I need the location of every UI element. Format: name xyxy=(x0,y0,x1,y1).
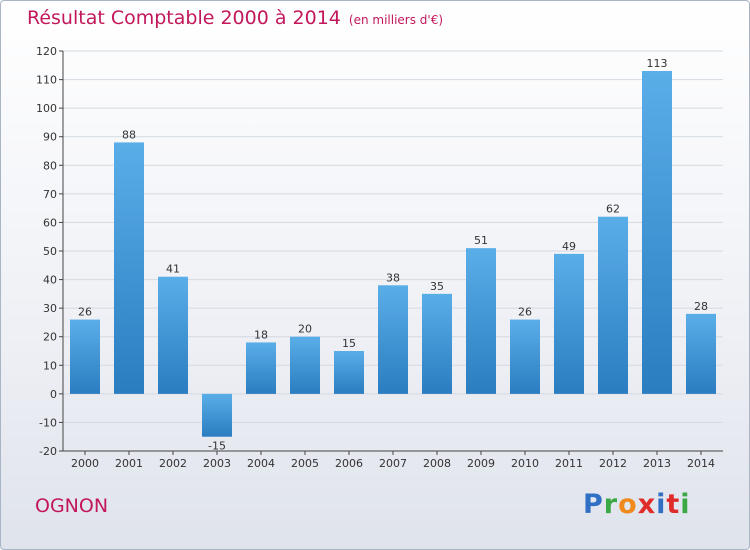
bar xyxy=(290,336,320,394)
y-tick-label: 10 xyxy=(43,359,57,372)
bar xyxy=(686,313,716,394)
data-label: -15 xyxy=(208,440,226,453)
bar xyxy=(70,319,100,394)
title-text: Résultat Comptable 2000 à 2014 xyxy=(27,7,341,29)
y-tick-label: 40 xyxy=(43,274,57,287)
data-label: 88 xyxy=(122,128,136,141)
y-tick-label: 110 xyxy=(36,74,57,87)
logo-letter: x xyxy=(637,489,657,520)
bar xyxy=(554,253,584,394)
y-tick-label: 70 xyxy=(43,188,57,201)
y-tick-label: 20 xyxy=(43,331,57,344)
y-tick-label: 80 xyxy=(43,159,57,172)
bar xyxy=(378,285,408,394)
x-tick-label: 2010 xyxy=(511,457,539,470)
proxiti-logo: Proxiti xyxy=(583,489,691,520)
data-label: 15 xyxy=(342,337,356,350)
x-tick-label: 2006 xyxy=(335,457,363,470)
data-label: 26 xyxy=(78,306,92,319)
logo-letter: r xyxy=(603,489,619,520)
data-label: 38 xyxy=(386,271,400,284)
bar xyxy=(246,342,276,394)
x-tick-label: 2000 xyxy=(71,457,99,470)
x-tick-label: 2014 xyxy=(687,457,715,470)
bar xyxy=(466,248,496,394)
x-tick-label: 2004 xyxy=(247,457,275,470)
bar xyxy=(598,216,628,394)
logo-letter: i xyxy=(656,489,667,520)
x-tick-label: 2002 xyxy=(159,457,187,470)
data-label: 62 xyxy=(606,203,620,216)
bar xyxy=(642,71,672,394)
title-unit: (en milliers d'€) xyxy=(348,13,444,27)
x-tick-label: 2007 xyxy=(379,457,407,470)
y-tick-label: 0 xyxy=(50,388,57,401)
data-label: 49 xyxy=(562,240,576,253)
data-label: 18 xyxy=(254,328,268,341)
y-tick-label: 100 xyxy=(36,102,57,115)
bar xyxy=(202,393,232,437)
x-tick-label: 2003 xyxy=(203,457,231,470)
bar xyxy=(114,142,144,394)
x-tick-label: 2012 xyxy=(599,457,627,470)
y-tick-label: -20 xyxy=(39,445,57,458)
chart-title: Résultat Comptable 2000 à 2014 (en millie… xyxy=(27,7,443,29)
y-tick-label: 50 xyxy=(43,245,57,258)
data-label: 113 xyxy=(647,57,668,70)
y-tick-label: 30 xyxy=(43,302,57,315)
data-label: 51 xyxy=(474,234,488,247)
data-label: 41 xyxy=(166,263,180,276)
x-tick-label: 2001 xyxy=(115,457,143,470)
bar xyxy=(334,351,364,394)
bar xyxy=(158,276,188,394)
data-label: 35 xyxy=(430,280,444,293)
bar xyxy=(422,293,452,394)
x-tick-label: 2008 xyxy=(423,457,451,470)
bar xyxy=(510,319,540,394)
y-tick-label: 120 xyxy=(36,45,57,58)
logo-letter: o xyxy=(618,489,638,520)
data-label: 20 xyxy=(298,323,312,336)
data-label: 28 xyxy=(694,300,708,313)
logo-letter: t xyxy=(666,489,681,520)
x-tick-label: 2011 xyxy=(555,457,583,470)
data-label: 26 xyxy=(518,306,532,319)
logo-letter: i xyxy=(680,489,691,520)
y-tick-label: 90 xyxy=(43,131,57,144)
x-tick-label: 2005 xyxy=(291,457,319,470)
y-tick-label: 60 xyxy=(43,216,57,229)
y-tick-label: -10 xyxy=(39,416,57,429)
commune-name: OGNON xyxy=(35,495,109,517)
x-tick-label: 2009 xyxy=(467,457,495,470)
x-tick-label: 2013 xyxy=(643,457,671,470)
logo-letter: P xyxy=(583,489,604,520)
